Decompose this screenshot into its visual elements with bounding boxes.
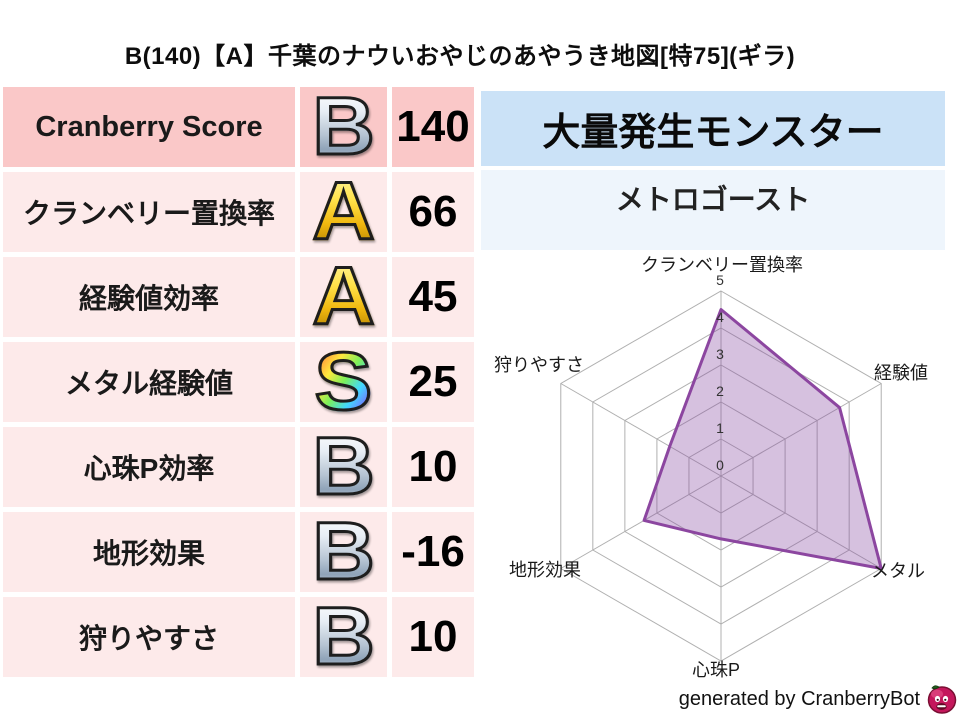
stat-value: 45 — [392, 257, 474, 337]
stat-grade-cell: B — [300, 81, 387, 172]
radar-tick-label: 3 — [716, 346, 724, 362]
radar-data-polygon — [642, 308, 883, 570]
radar-axis-spoke — [720, 383, 882, 477]
stat-label: Cranberry Score — [3, 87, 295, 167]
radar-axis-spoke — [560, 383, 722, 477]
stat-value: -16 — [392, 512, 474, 592]
stat-row: 経験値効率 A 45 — [3, 251, 474, 342]
radar-tick-label: 1 — [716, 420, 724, 436]
stats-table: Cranberry Score B 140 クランベリー置換率 A 66 経験値… — [3, 81, 474, 682]
stat-grade-cell: A — [300, 166, 387, 257]
stat-row: 狩りやすさ B 10 — [3, 591, 474, 682]
grade-letter-icon: A — [311, 251, 376, 342]
stat-label: 経験値効率 — [3, 257, 295, 337]
radar-axis-label: 心珠P — [692, 660, 740, 680]
radar-tick-label: 0 — [716, 457, 724, 473]
grade-letter-icon: B — [311, 591, 376, 682]
radar-axis-label: クランベリー置換率 — [641, 255, 803, 275]
stat-label: 狩りやすさ — [3, 597, 295, 677]
grade-letter-icon: B — [311, 421, 376, 512]
stat-value: 140 — [392, 87, 474, 167]
stat-row: 心珠P効率 B 10 — [3, 421, 474, 512]
radar-axis-spoke — [720, 475, 882, 569]
credit-text: generated by CranberryBot — [678, 687, 920, 710]
stat-label: 地形効果 — [3, 512, 295, 592]
radar-tick-label: 5 — [716, 272, 724, 288]
stat-row: クランベリー置換率 A 66 — [3, 166, 474, 257]
stat-value: 25 — [392, 342, 474, 422]
stat-value: 66 — [392, 172, 474, 252]
stat-grade-cell: B — [300, 421, 387, 512]
stat-label: クランベリー置換率 — [3, 172, 295, 252]
stat-grade-cell: A — [300, 251, 387, 342]
stat-row: 地形効果 B -16 — [3, 506, 474, 597]
radar-tick-label: 4 — [716, 309, 724, 325]
grade-letter-icon: A — [311, 166, 376, 257]
radar-axis-label: 地形効果 — [509, 560, 581, 580]
monster-name: メトロゴースト — [481, 170, 945, 250]
grade-letter-icon: B — [311, 81, 376, 172]
stat-value: 10 — [392, 427, 474, 507]
stat-row: Cranberry Score B 140 — [3, 81, 474, 172]
cranberrybot-icon — [927, 685, 957, 714]
monster-panel-header: 大量発生モンスター — [481, 91, 945, 166]
stat-value: 10 — [392, 597, 474, 677]
stat-label: メタル経験値 — [3, 342, 295, 422]
page-title: B(140)【A】千葉のナウいおやじのあやうき地図[特75](ギラ) — [124, 43, 796, 70]
grade-letter-icon: S — [313, 336, 374, 427]
credit-line: generated by CranberryBot — [679, 682, 958, 716]
stat-grade-cell: B — [300, 506, 387, 597]
radar-axis-spoke — [560, 475, 722, 569]
stat-grade-cell: S — [300, 336, 387, 427]
radar-axis-label: メタル — [871, 561, 925, 581]
radar-axis-label: 狩りやすさ — [494, 355, 584, 375]
radar-tick-label: 2 — [716, 383, 724, 399]
radar-axis-label: 経験値 — [874, 363, 928, 383]
grade-letter-icon: B — [311, 506, 376, 597]
stat-row: メタル経験値 S 25 — [3, 336, 474, 427]
stat-grade-cell: B — [300, 591, 387, 682]
stat-label: 心珠P効率 — [3, 427, 295, 507]
